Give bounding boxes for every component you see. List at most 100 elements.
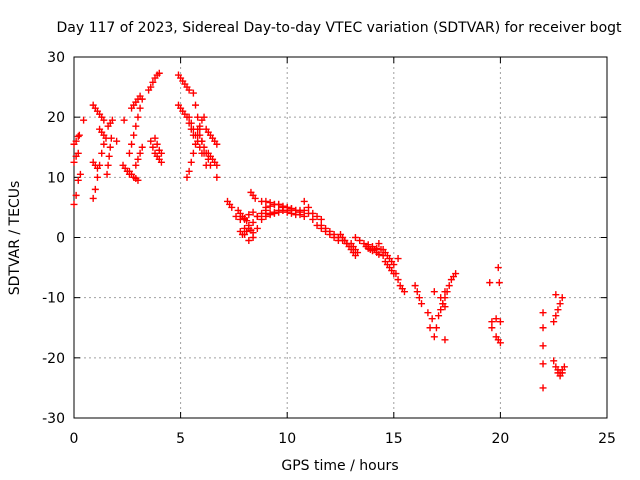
data-point — [492, 315, 500, 323]
data-point — [185, 86, 193, 94]
data-point — [75, 131, 83, 139]
data-point — [213, 161, 221, 169]
data-point — [130, 131, 138, 139]
x-tick-labels: 0 5 10 15 20 25 — [70, 431, 616, 447]
data-point — [394, 255, 402, 263]
data-point — [100, 116, 108, 124]
data-point — [151, 134, 159, 142]
y-axis-label: SDTVAR / TECUs — [7, 181, 23, 296]
series-t33 — [241, 206, 270, 232]
series-t70 — [539, 384, 547, 392]
data-point — [313, 212, 321, 220]
data-point — [300, 212, 308, 220]
data-point — [550, 357, 558, 365]
data-point — [426, 324, 434, 332]
series-t67 — [539, 324, 547, 332]
data-point — [354, 249, 362, 257]
data-point — [249, 208, 257, 216]
y-tick-label: 10 — [47, 170, 65, 186]
data-point — [105, 152, 113, 160]
series-t50 — [394, 255, 402, 263]
series-t61 — [488, 315, 504, 326]
y-tick-labels: -30 -20 -10 0 10 20 30 — [42, 50, 65, 427]
series-t54 — [430, 288, 438, 296]
y-tick-label: 20 — [47, 110, 65, 126]
data-point — [245, 237, 253, 245]
series-t49 — [392, 270, 408, 296]
series-t68 — [539, 342, 547, 350]
data-point — [134, 176, 142, 184]
series-t39 — [262, 206, 291, 220]
data-point — [249, 234, 257, 241]
data-point — [113, 137, 121, 145]
data-point — [183, 173, 191, 181]
data-point — [107, 134, 115, 142]
data-point — [394, 276, 402, 284]
data-point — [213, 140, 221, 148]
series-t5 — [89, 158, 101, 172]
data-point — [258, 215, 266, 223]
data-point — [496, 318, 504, 326]
data-point — [185, 113, 193, 121]
data-point — [241, 224, 249, 232]
x-tick-label: 0 — [70, 431, 79, 447]
data-point — [153, 140, 161, 148]
series-t62 — [488, 324, 496, 332]
data-point — [539, 309, 547, 317]
data-point — [236, 215, 244, 223]
series-t65 — [495, 279, 503, 287]
series-t20 — [174, 71, 193, 94]
data-point — [70, 200, 78, 208]
data-point — [194, 113, 202, 121]
series-t2 — [70, 131, 83, 148]
data-point — [441, 288, 449, 296]
data-point — [138, 143, 146, 151]
data-point — [136, 149, 144, 157]
series-t13 — [125, 167, 142, 184]
data-point — [134, 155, 142, 163]
series-t44 — [347, 240, 362, 257]
x-tick-label: 15 — [385, 431, 403, 447]
series-t23 — [183, 113, 208, 181]
data-point — [187, 119, 195, 127]
data-point — [495, 279, 503, 287]
data-point — [270, 209, 278, 217]
data-point — [91, 185, 99, 193]
data-point — [245, 221, 253, 229]
data-point — [136, 104, 144, 112]
series-t1 — [70, 149, 82, 166]
data-point — [98, 149, 106, 157]
y-tick-label: -20 — [42, 351, 65, 367]
data-point — [187, 158, 195, 166]
data-point — [70, 158, 78, 166]
data-points — [70, 69, 568, 392]
data-point — [430, 288, 438, 296]
data-point — [136, 92, 144, 100]
data-point — [228, 203, 236, 211]
series-t4 — [89, 140, 108, 202]
series-t12 — [120, 116, 128, 124]
data-point — [185, 167, 193, 175]
data-point — [132, 122, 140, 130]
data-point — [74, 176, 82, 184]
data-point — [275, 200, 283, 208]
series-t40 — [300, 197, 325, 223]
series-t6 — [89, 101, 108, 124]
series-t0 — [70, 170, 84, 208]
y-tick-label: -10 — [42, 291, 65, 307]
data-point — [262, 212, 270, 220]
data-point — [539, 324, 547, 332]
data-point — [74, 132, 82, 140]
data-point — [157, 149, 165, 157]
data-point — [155, 69, 163, 77]
data-point — [200, 143, 208, 151]
data-point — [194, 125, 202, 133]
data-point — [125, 149, 133, 157]
series-t16 — [132, 143, 146, 169]
data-point — [539, 384, 547, 392]
data-point — [245, 211, 253, 219]
data-point — [266, 211, 274, 219]
series-t55 — [430, 333, 438, 341]
data-point — [305, 209, 313, 217]
series-t18 — [147, 137, 165, 166]
